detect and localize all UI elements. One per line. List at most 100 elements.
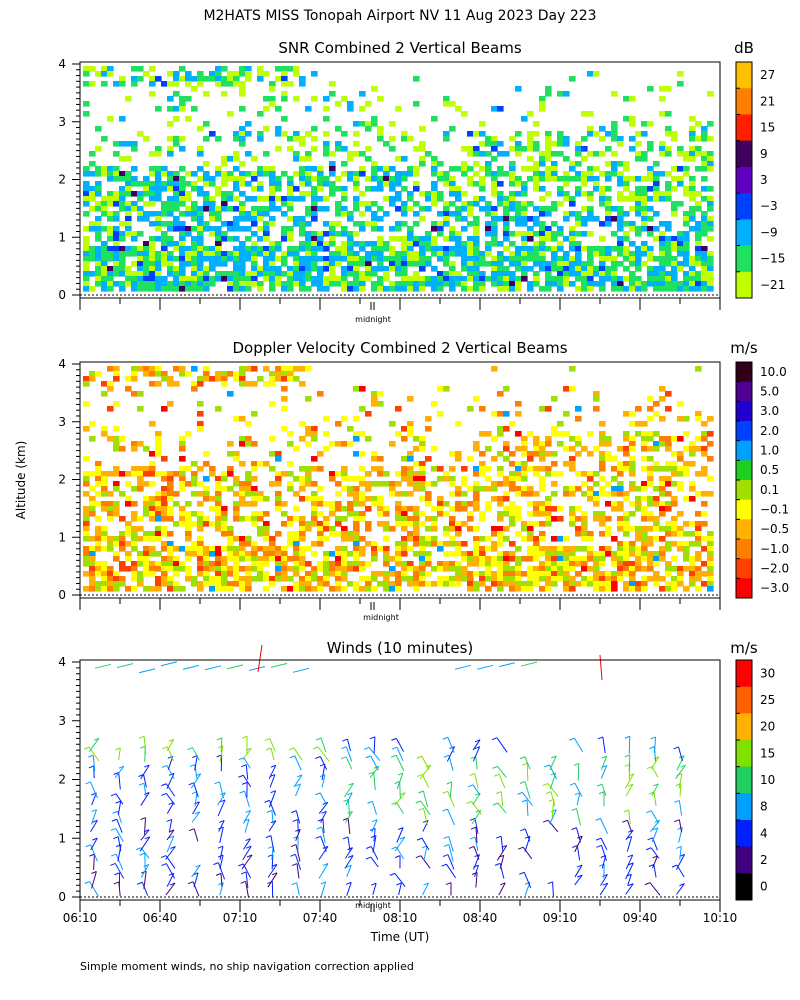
heatmap-cell (305, 156, 312, 162)
heatmap-cell (149, 76, 156, 82)
heatmap-cell (617, 211, 624, 217)
heatmap-cell (509, 476, 516, 482)
heatmap-cell (125, 216, 132, 222)
heatmap-cell (107, 471, 114, 477)
heatmap-cell (551, 581, 558, 587)
heatmap-cell (461, 266, 468, 272)
heatmap-cell (293, 581, 300, 587)
heatmap-cell (167, 146, 174, 152)
heatmap-cell (83, 586, 90, 592)
heatmap-cell (95, 491, 102, 497)
heatmap-cell (377, 96, 384, 102)
heatmap-cell (179, 436, 186, 442)
heatmap-cell (521, 466, 528, 472)
wind-barb-flag (85, 844, 91, 848)
heatmap-cell (275, 376, 282, 382)
heatmap-cell (83, 256, 90, 262)
heatmap-cell (305, 251, 312, 257)
heatmap-cell (623, 571, 630, 577)
heatmap-cell (305, 271, 312, 277)
heatmap-cell (503, 206, 510, 212)
wind-barb (92, 755, 96, 771)
heatmap-cell (707, 546, 714, 552)
heatmap-cell (311, 501, 318, 507)
heatmap-cell (167, 181, 174, 187)
heatmap-cell (263, 151, 270, 157)
heatmap-cell (419, 566, 426, 572)
heatmap-cell (419, 436, 426, 442)
heatmap-cell (653, 226, 660, 232)
heatmap-cell (299, 526, 306, 532)
heatmap-cell (623, 541, 630, 547)
wind-barb-flag (649, 746, 655, 750)
heatmap-cell (569, 281, 576, 287)
heatmap-cell (491, 561, 498, 567)
heatmap-cell (161, 246, 168, 252)
wind-barb (90, 781, 98, 799)
wind-barb (371, 801, 378, 815)
heatmap-cell (491, 266, 498, 272)
heatmap-cell (701, 571, 708, 577)
heatmap-cell (281, 226, 288, 232)
heatmap-cell (509, 146, 516, 152)
heatmap-cell (353, 281, 360, 287)
colorbar-label: 3 (760, 173, 768, 187)
heatmap-cell (347, 531, 354, 537)
heatmap-cell (401, 566, 408, 572)
heatmap-cell (335, 206, 342, 212)
wind-barb (422, 882, 429, 896)
heatmap-cell (593, 246, 600, 252)
heatmap-cell (137, 231, 144, 237)
heatmap-cell (239, 546, 246, 552)
heatmap-cell (185, 256, 192, 262)
heatmap-cell (539, 226, 546, 232)
heatmap-cell (275, 176, 282, 182)
heatmap-cell (689, 211, 696, 217)
heatmap-cell (185, 536, 192, 542)
heatmap-cell (455, 491, 462, 497)
heatmap-cell (503, 256, 510, 262)
heatmap-cell (233, 371, 240, 377)
heatmap-cell (707, 186, 714, 192)
heatmap-cell (149, 266, 156, 272)
heatmap-cell (647, 246, 654, 252)
heatmap-cell (227, 536, 234, 542)
heatmap-cell (287, 246, 294, 252)
heatmap-cell (353, 186, 360, 192)
heatmap-cell (83, 201, 90, 207)
wind-barb (322, 818, 325, 834)
heatmap-cell (473, 251, 480, 257)
heatmap-cell (125, 521, 132, 527)
wind-barb-flag (415, 855, 422, 859)
heatmap-cell (605, 146, 612, 152)
heatmap-cell (707, 121, 714, 127)
heatmap-cell (683, 286, 690, 292)
heatmap-cell (311, 571, 318, 577)
heatmap-cell (269, 171, 276, 177)
heatmap-cell (377, 391, 384, 397)
heatmap-cell (83, 556, 90, 562)
heatmap-cell (221, 256, 228, 262)
heatmap-cell (83, 531, 90, 537)
heatmap-cell (167, 581, 174, 587)
heatmap-cell (209, 376, 216, 382)
heatmap-cell (119, 246, 126, 252)
heatmap-cell (491, 276, 498, 282)
wind-barb-flag (85, 781, 91, 785)
heatmap-cell (395, 491, 402, 497)
y-axis-label: Altitude (km) (14, 441, 28, 520)
heatmap-cell (557, 151, 564, 157)
wind-barb-flag (466, 801, 472, 804)
heatmap-cell (197, 76, 204, 82)
heatmap-cell (635, 141, 642, 147)
heatmap-cell (527, 266, 534, 272)
heatmap-cell (503, 551, 510, 557)
heatmap-cell (575, 161, 582, 167)
wind-barb (90, 820, 98, 832)
heatmap-cell (209, 471, 216, 477)
heatmap-cell (407, 481, 414, 487)
heatmap-cell (107, 201, 114, 207)
heatmap-cell (113, 241, 120, 247)
heatmap-cell (167, 401, 174, 407)
wind-barb-flag (574, 792, 581, 796)
